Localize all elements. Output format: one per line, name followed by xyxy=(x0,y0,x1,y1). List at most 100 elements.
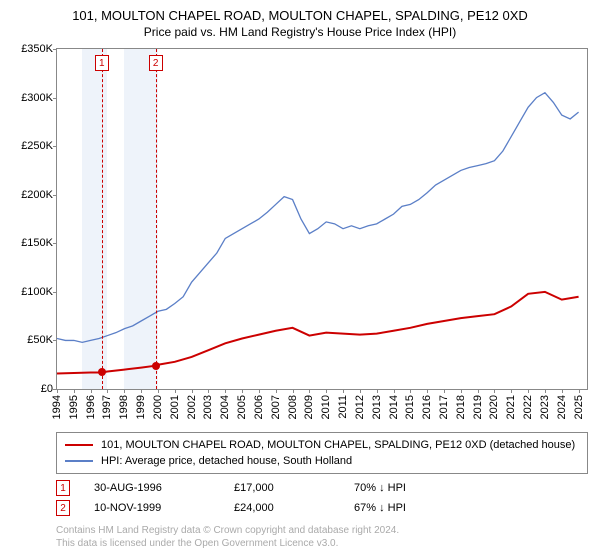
y-axis-label: £0 xyxy=(41,383,53,395)
y-tick xyxy=(53,195,57,196)
x-tick xyxy=(293,389,294,393)
table-row: 1 30-AUG-1996£17,00070% ↓ HPI xyxy=(56,478,588,498)
x-axis-label: 2015 xyxy=(404,395,416,419)
x-tick xyxy=(478,389,479,393)
x-axis-label: 1999 xyxy=(135,395,147,419)
x-axis-label: 2022 xyxy=(522,395,534,419)
x-tick xyxy=(511,389,512,393)
table-marker: 2 xyxy=(56,500,70,516)
y-axis-label: £300K xyxy=(21,92,53,104)
x-tick xyxy=(377,389,378,393)
x-tick xyxy=(192,389,193,393)
x-axis-label: 2010 xyxy=(320,395,332,419)
x-tick xyxy=(74,389,75,393)
x-tick xyxy=(360,389,361,393)
x-tick xyxy=(175,389,176,393)
legend-label: HPI: Average price, detached house, Sout… xyxy=(101,455,352,467)
x-tick xyxy=(276,389,277,393)
x-axis-label: 2006 xyxy=(253,395,265,419)
series-hpi xyxy=(57,93,579,343)
x-axis-label: 2017 xyxy=(438,395,450,419)
legend-line xyxy=(65,460,93,462)
x-tick xyxy=(158,389,159,393)
legend-row: 101, MOULTON CHAPEL ROAD, MOULTON CHAPEL… xyxy=(65,437,579,453)
x-axis-label: 2013 xyxy=(371,395,383,419)
footer-text: Contains HM Land Registry data © Crown c… xyxy=(56,524,588,550)
table-row: 210-NOV-1999£24,00067% ↓ HPI xyxy=(56,498,588,518)
x-tick xyxy=(225,389,226,393)
x-tick xyxy=(259,389,260,393)
x-axis-label: 2023 xyxy=(539,395,551,419)
x-axis-label: 2004 xyxy=(219,395,231,419)
x-tick xyxy=(242,389,243,393)
vline-marker-2: 2 xyxy=(149,55,163,71)
x-axis-label: 2001 xyxy=(169,395,181,419)
x-axis-label: 2011 xyxy=(337,395,349,419)
x-tick xyxy=(528,389,529,393)
x-axis-label: 2020 xyxy=(488,395,500,419)
x-tick xyxy=(326,389,327,393)
x-axis-label: 2008 xyxy=(287,395,299,419)
data-table: 1 30-AUG-1996£17,00070% ↓ HPI 210-NOV-1999… xyxy=(56,478,588,518)
x-axis-label: 2003 xyxy=(202,395,214,419)
x-axis-label: 1995 xyxy=(68,395,80,419)
y-axis-label: £350K xyxy=(21,43,53,55)
x-axis-label: 2009 xyxy=(303,395,315,419)
y-axis-label: £100K xyxy=(21,286,53,298)
x-tick xyxy=(309,389,310,393)
table-marker: 1 xyxy=(56,480,70,496)
x-axis-label: 2019 xyxy=(472,395,484,419)
y-axis-label: £200K xyxy=(21,189,53,201)
legend-line xyxy=(65,444,93,446)
x-axis-label: 2007 xyxy=(270,395,282,419)
table-date: 30-AUG-1996 xyxy=(94,482,234,494)
y-tick xyxy=(53,98,57,99)
x-axis-label: 2018 xyxy=(455,395,467,419)
x-tick xyxy=(494,389,495,393)
legend-row: HPI: Average price, detached house, Sout… xyxy=(65,453,579,469)
footer-line1: Contains HM Land Registry data © Crown c… xyxy=(56,524,588,537)
x-axis-label: 2021 xyxy=(505,395,517,419)
x-axis-label: 2014 xyxy=(388,395,400,419)
x-axis-label: 1997 xyxy=(101,395,113,419)
x-axis-label: 2002 xyxy=(186,395,198,419)
y-axis-label: £150K xyxy=(21,237,53,249)
chart-container: 101, MOULTON CHAPEL ROAD, MOULTON CHAPEL… xyxy=(0,0,600,560)
x-tick xyxy=(562,389,563,393)
x-tick xyxy=(410,389,411,393)
chart-lines-svg xyxy=(57,49,587,389)
table-price: £24,000 xyxy=(234,502,354,514)
x-tick xyxy=(124,389,125,393)
table-pct: 67% ↓ HPI xyxy=(354,502,454,514)
x-tick xyxy=(57,389,58,393)
marker-dot xyxy=(152,362,160,370)
x-tick xyxy=(444,389,445,393)
x-axis-label: 2005 xyxy=(236,395,248,419)
vline xyxy=(156,49,157,389)
y-tick xyxy=(53,146,57,147)
x-tick xyxy=(579,389,580,393)
y-axis-label: £50K xyxy=(27,334,53,346)
x-axis-label: 2012 xyxy=(354,395,366,419)
x-tick xyxy=(461,389,462,393)
footer-line2: This data is licensed under the Open Gov… xyxy=(56,537,588,550)
x-tick xyxy=(545,389,546,393)
x-axis-label: 1998 xyxy=(118,395,130,419)
x-axis-label: 1994 xyxy=(51,395,63,419)
table-pct: 70% ↓ HPI xyxy=(354,482,454,494)
x-axis-label: 2000 xyxy=(152,395,164,419)
x-tick xyxy=(427,389,428,393)
y-axis-label: £250K xyxy=(21,140,53,152)
x-tick xyxy=(208,389,209,393)
vline-marker-1: 1 xyxy=(95,55,109,71)
series-property xyxy=(57,292,579,374)
table-price: £17,000 xyxy=(234,482,354,494)
x-tick xyxy=(141,389,142,393)
y-tick xyxy=(53,292,57,293)
x-tick xyxy=(394,389,395,393)
chart-title-sub: Price paid vs. HM Land Registry's House … xyxy=(0,23,600,39)
chart-title-main: 101, MOULTON CHAPEL ROAD, MOULTON CHAPEL… xyxy=(0,0,600,23)
y-tick xyxy=(53,243,57,244)
x-tick xyxy=(91,389,92,393)
x-axis-label: 2024 xyxy=(556,395,568,419)
